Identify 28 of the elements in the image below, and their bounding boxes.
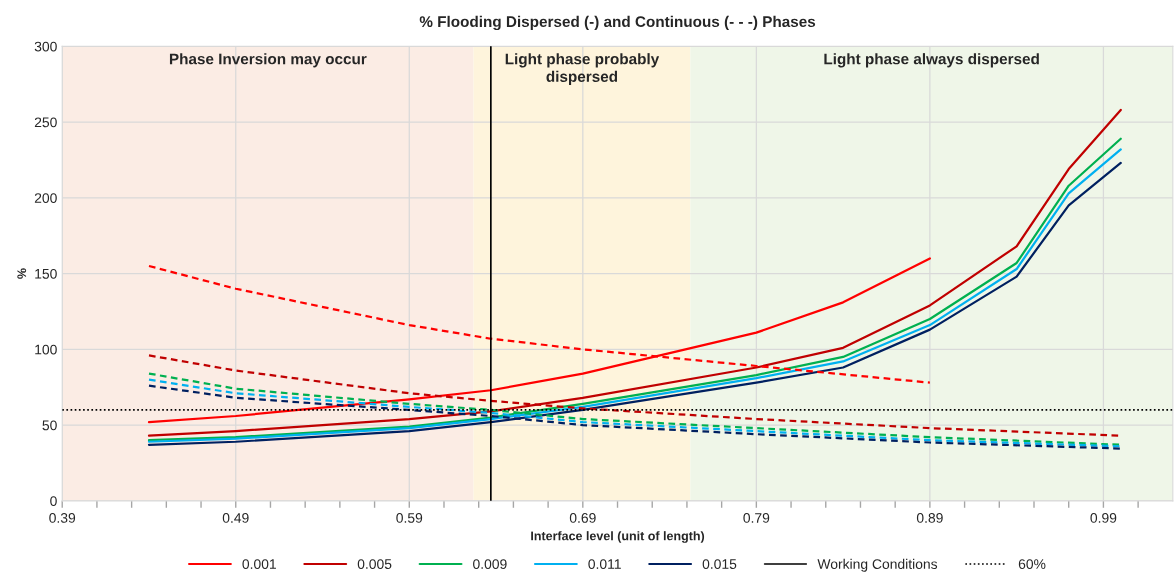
y-tick-label: 50 [42,420,57,431]
x-tick-label: 0.79 [743,513,770,523]
legend-label: 0.011 [588,559,621,569]
x-tick-label: 0.59 [396,513,423,523]
x-tick-label: 0.69 [569,513,596,523]
x-tick-label: 0.39 [49,513,76,523]
band-label: Light phase probably dispersed [505,53,660,86]
x-tick-label: 0.99 [1090,513,1117,523]
band-label: Light phase always dispersed [824,53,1039,68]
y-tick-label: 150 [35,268,57,279]
y-tick-label: 100 [35,344,57,355]
x-tick-label: 0.49 [222,513,249,523]
line-series [147,257,931,424]
y-tick-label: 200 [34,193,57,203]
legend-label: 0.009 [473,559,507,569]
x-axis-title: Interface level (unit of length) [531,531,705,543]
legend-label: Working Conditions [817,558,938,572]
y-tick-label: 300 [34,41,57,52]
band-label: Phase Inversion may occur [169,53,367,68]
y-tick-label: 250 [34,117,57,128]
legend-label: 0.015 [702,559,737,569]
legend-label: 0.001 [242,559,276,569]
legend-label: 60% [1018,559,1046,569]
chart-title: % Flooding Dispersed (-) and Continuous (- - -) Phases [419,15,816,31]
y-axis-title: % [17,268,27,279]
y-tick-label: 0 [50,496,57,506]
x-tick-label: 0.89 [916,513,943,523]
legend-label: 0.005 [357,559,392,569]
